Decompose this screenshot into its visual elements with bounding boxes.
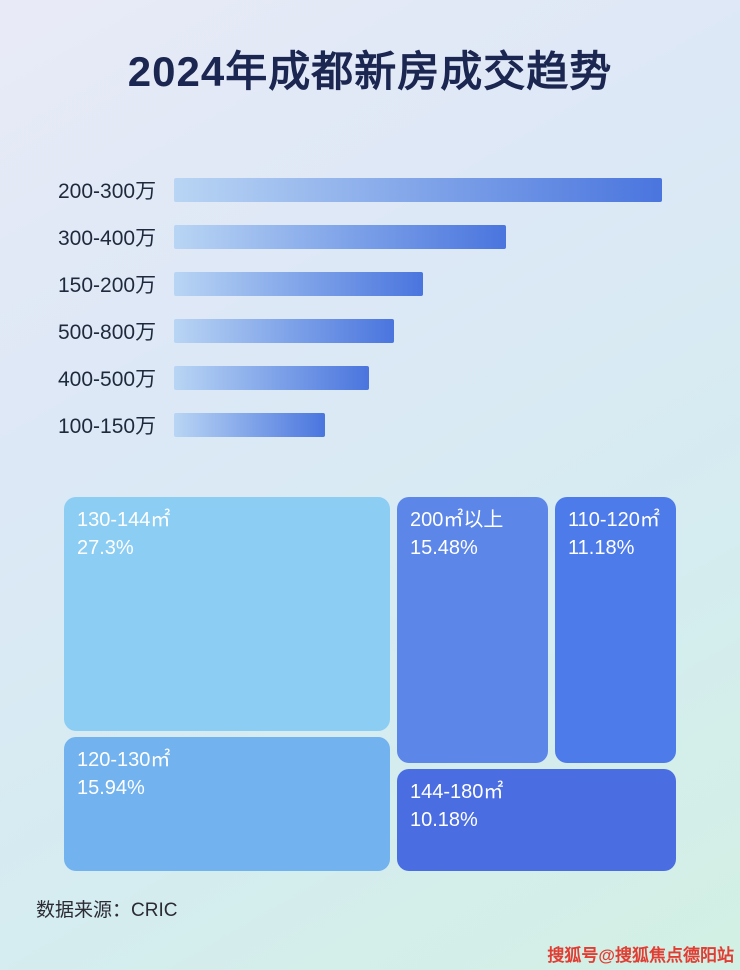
bar-track xyxy=(174,366,662,390)
area-share-treemap: 130-144㎡ 27.3% 200㎡以上 15.48% 110-120㎡ 11… xyxy=(64,497,676,871)
bar-track xyxy=(174,319,662,343)
bar xyxy=(174,225,506,249)
bar xyxy=(174,178,662,202)
treemap-block: 120-130㎡ 15.94% xyxy=(64,737,390,871)
bar-row: 100-150万 xyxy=(58,413,662,438)
treemap-block: 144-180㎡ 10.18% xyxy=(397,769,676,871)
treemap-block-value: 27.3% xyxy=(77,537,134,559)
treemap-block-value: 15.94% xyxy=(77,777,145,799)
bar-track xyxy=(174,413,662,437)
bar-row: 400-500万 xyxy=(58,366,662,391)
bar-track xyxy=(174,225,662,249)
treemap-block-label: 120-130㎡ xyxy=(77,749,171,771)
bar xyxy=(174,413,326,437)
bar-category-label: 300-400万 xyxy=(58,227,157,250)
bar-track xyxy=(174,272,662,296)
treemap-block-label: 110-120㎡ xyxy=(568,509,660,531)
treemap-block: 200㎡以上 15.48% xyxy=(397,497,548,763)
bar-category-label: 400-500万 xyxy=(58,368,157,391)
treemap-block: 110-120㎡ 11.18% xyxy=(555,497,676,763)
treemap-block-label: 130-144㎡ xyxy=(77,509,171,531)
bar-category-label: 100-150万 xyxy=(58,415,157,438)
bar xyxy=(174,319,394,343)
treemap-block-label: 200㎡以上 xyxy=(410,509,504,531)
bar-category-label: 200-300万 xyxy=(58,180,157,203)
bar-row: 200-300万 xyxy=(58,178,662,203)
treemap-block: 130-144㎡ 27.3% xyxy=(64,497,390,731)
treemap-block-value: 10.18% xyxy=(410,809,478,831)
treemap-block-value: 11.18% xyxy=(568,537,635,559)
bar xyxy=(174,272,423,296)
treemap-block-value: 15.48% xyxy=(410,537,478,559)
watermark: 搜狐号@搜狐焦点德阳站 xyxy=(547,946,734,965)
treemap-block-label: 144-180㎡ xyxy=(410,781,504,803)
bar-track xyxy=(174,178,662,202)
bar-row: 300-400万 xyxy=(58,225,662,250)
bar-row: 500-800万 xyxy=(58,319,662,344)
bar xyxy=(174,366,370,390)
bar-category-label: 500-800万 xyxy=(58,321,157,344)
bar-category-label: 150-200万 xyxy=(58,274,157,297)
bar-row: 150-200万 xyxy=(58,272,662,297)
price-range-bar-chart: 200-300万 300-400万 150-200万 500-800万 400-… xyxy=(58,178,662,460)
data-source-label: 数据来源：CRIC xyxy=(36,900,178,921)
page-title: 2024年成都新房成交趋势 xyxy=(127,48,613,95)
